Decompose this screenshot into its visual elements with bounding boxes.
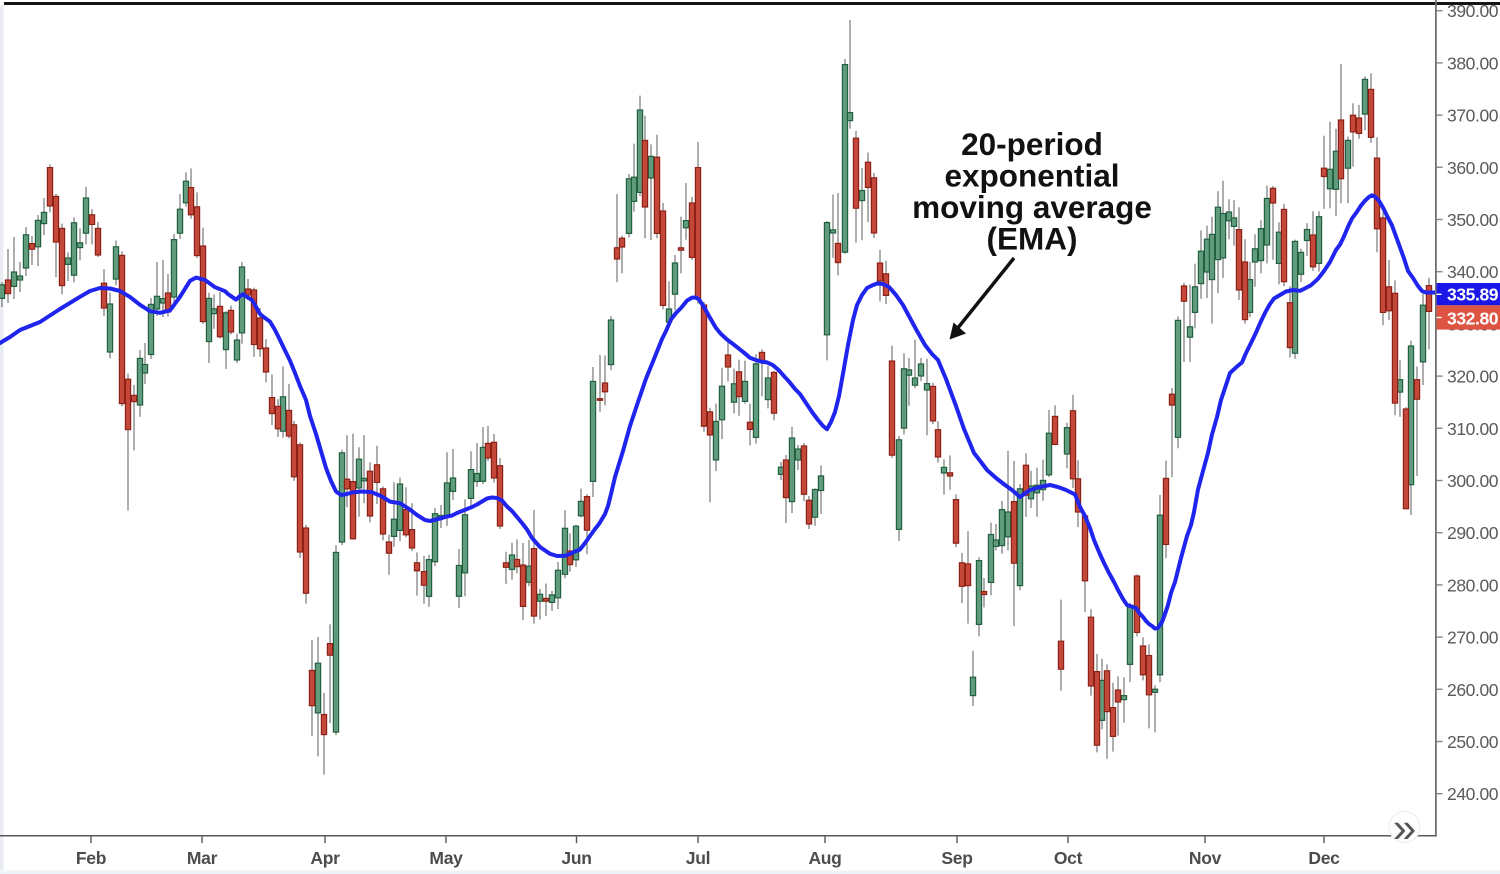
svg-text:moving average: moving average <box>912 189 1152 225</box>
svg-text:Aug: Aug <box>808 848 841 868</box>
svg-text:332.80: 332.80 <box>1447 309 1499 329</box>
svg-text:340.00: 340.00 <box>1447 262 1499 282</box>
svg-text:300.00: 300.00 <box>1447 471 1499 491</box>
svg-text:335.89: 335.89 <box>1447 285 1499 305</box>
svg-text:exponential: exponential <box>944 158 1119 194</box>
svg-text:270.00: 270.00 <box>1447 628 1499 648</box>
svg-text:(EMA): (EMA) <box>987 221 1078 257</box>
svg-text:240.00: 240.00 <box>1447 784 1499 804</box>
svg-text:370.00: 370.00 <box>1447 106 1499 126</box>
svg-text:Oct: Oct <box>1054 848 1083 868</box>
svg-text:310.00: 310.00 <box>1447 419 1499 439</box>
svg-text:20-period: 20-period <box>961 126 1103 162</box>
svg-text:320.00: 320.00 <box>1447 367 1499 387</box>
svg-text:Jul: Jul <box>686 848 710 868</box>
svg-text:380.00: 380.00 <box>1447 53 1499 73</box>
svg-text:390.00: 390.00 <box>1447 1 1499 21</box>
svg-text:Nov: Nov <box>1189 848 1222 868</box>
svg-text:Sep: Sep <box>941 848 972 868</box>
svg-text:280.00: 280.00 <box>1447 575 1499 595</box>
svg-text:May: May <box>429 848 463 868</box>
svg-text:360.00: 360.00 <box>1447 158 1499 178</box>
svg-text:350.00: 350.00 <box>1447 210 1499 230</box>
svg-text:Jun: Jun <box>561 848 591 868</box>
svg-text:Apr: Apr <box>310 848 340 868</box>
svg-text:Mar: Mar <box>187 848 218 868</box>
svg-text:Feb: Feb <box>76 848 106 868</box>
svg-text:»: » <box>1393 804 1416 851</box>
svg-text:290.00: 290.00 <box>1447 523 1499 543</box>
svg-text:Dec: Dec <box>1308 848 1340 868</box>
svg-text:250.00: 250.00 <box>1447 732 1499 752</box>
svg-text:260.00: 260.00 <box>1447 680 1499 700</box>
